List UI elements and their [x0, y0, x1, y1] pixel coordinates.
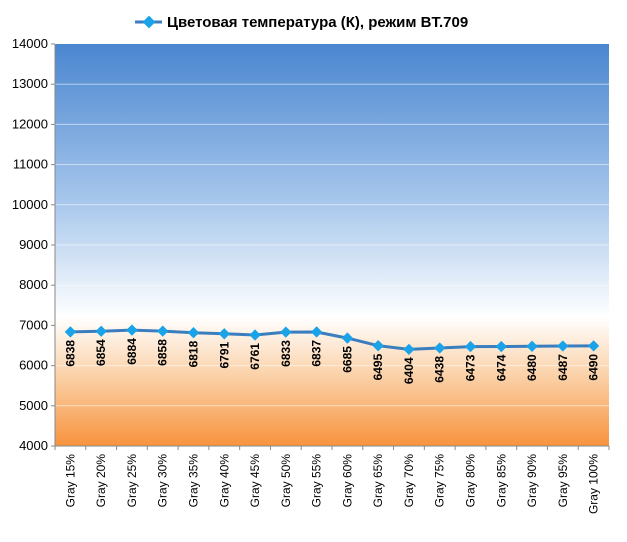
data-label: 6858	[156, 339, 170, 366]
x-tick-label: Gray 90%	[525, 454, 539, 508]
data-label: 6837	[310, 340, 324, 367]
x-tick-label: Gray 40%	[217, 454, 231, 508]
data-label: 6818	[187, 340, 201, 367]
data-label: 6838	[63, 340, 77, 367]
gridlines	[55, 83, 609, 407]
x-tick-label: Gray 25%	[125, 454, 139, 508]
x-tick-label: Gray 85%	[494, 454, 508, 508]
x-tick-label: Gray 20%	[94, 454, 108, 508]
data-label: 6487	[556, 354, 570, 381]
x-tick-label: Gray 55%	[310, 454, 324, 508]
data-point-marker	[372, 340, 384, 352]
data-point-marker	[341, 332, 354, 344]
legend-marker-swatch	[142, 15, 156, 29]
x-tick-label: Gray 95%	[556, 454, 570, 508]
data-series	[64, 324, 600, 356]
data-point-marker	[280, 326, 292, 338]
data-label: 6761	[248, 343, 262, 370]
data-point-marker	[464, 340, 477, 353]
data-label: 6495	[371, 353, 385, 380]
data-point-marker	[526, 340, 538, 352]
data-point-marker	[403, 343, 415, 356]
data-label: 6884	[125, 338, 139, 365]
data-label: 6833	[279, 340, 293, 367]
data-point-marker	[557, 340, 569, 352]
data-label: 6480	[525, 354, 539, 381]
y-tick-label: 7000	[19, 317, 48, 332]
data-label: 6438	[433, 356, 447, 383]
x-tick-label: Gray 80%	[464, 454, 478, 508]
y-tick-label: 9000	[19, 237, 48, 252]
x-tick-label: Gray 75%	[433, 454, 447, 508]
x-tick-label: Gray 35%	[187, 454, 201, 508]
y-tick-label: 8000	[19, 277, 48, 292]
x-axis: Gray 15% Gray 20% Gray 25% Gray 30% Gray 35%…	[54, 445, 610, 514]
data-label: 6404	[402, 357, 416, 384]
x-tick-label: Gray 30%	[156, 454, 170, 508]
y-tick-label: 6000	[19, 358, 48, 373]
x-tick-label: Gray 15%	[63, 454, 77, 508]
y-tick-label: 12000	[12, 116, 48, 131]
x-tick-label: Gray 45%	[248, 454, 262, 508]
data-point-marker	[587, 340, 600, 352]
x-tick-label: Gray 65%	[371, 454, 385, 508]
data-label: 6854	[94, 339, 108, 366]
data-label: 6473	[464, 354, 478, 381]
data-labels: 6838 6854 6884 6858 6818 6791 6761 6833 6837 6685…	[63, 338, 600, 384]
y-tick-label: 5000	[19, 398, 48, 413]
x-tick-label: Gray 60%	[340, 454, 354, 508]
data-label: 6474	[494, 354, 508, 381]
data-point-marker	[218, 328, 230, 340]
y-tick-label: 14000	[12, 36, 48, 51]
data-label: 6490	[587, 354, 601, 381]
x-tick-label: Gray 100%	[587, 454, 601, 514]
data-point-marker	[249, 329, 261, 341]
data-point-marker	[187, 327, 200, 339]
legend-series-label: Цветовая температура (К), режим BT.709	[167, 14, 468, 31]
x-tick-label: Gray 70%	[402, 454, 416, 508]
data-point-marker	[157, 325, 169, 337]
data-point-marker	[495, 340, 507, 353]
y-tick-label: 10000	[12, 197, 48, 212]
legend: Цветовая температура (К), режим BT.709	[135, 14, 468, 31]
y-axis: 4000 5000 6000 7000 8000 9000 10000 11000 12000 1…	[12, 36, 56, 453]
data-point-marker	[434, 342, 446, 354]
y-tick-label: 4000	[19, 438, 48, 453]
data-point-marker	[310, 326, 323, 338]
data-label: 6791	[217, 341, 231, 368]
y-tick-label: 13000	[12, 76, 48, 91]
data-label: 6685	[340, 346, 354, 373]
y-tick-label: 11000	[13, 157, 48, 172]
x-tick-label: Gray 50%	[279, 454, 293, 508]
